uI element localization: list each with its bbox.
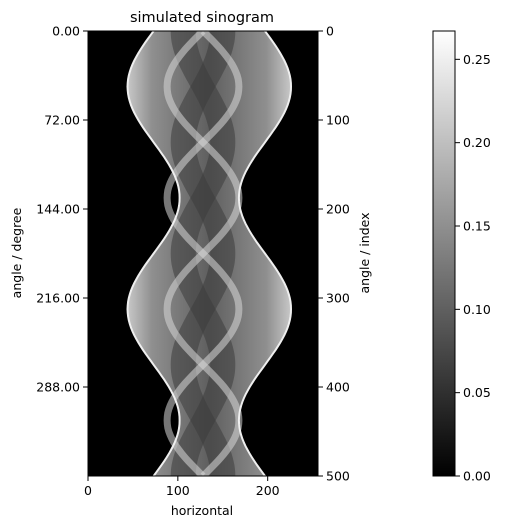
left-y-tick-label: 288.00 [36, 380, 80, 395]
sinogram-right-edge [237, 31, 293, 476]
left-y-axis-label: angle / degree [9, 207, 24, 298]
x-tick-label: 100 [166, 483, 190, 498]
x-tick-label: 0 [84, 483, 92, 498]
chart-title: simulated sinogram [130, 10, 274, 26]
sinogram-bright-trace [163, 31, 243, 476]
colorbar-tick-label: 0.05 [463, 385, 491, 400]
x-axis-label: horizontal [171, 503, 233, 518]
colorbar-tick-label: 0.25 [463, 52, 491, 67]
right-y-tick-label: 400 [326, 380, 350, 395]
x-tick-label: 200 [256, 483, 280, 498]
colorbar-tick-label: 0.15 [463, 219, 491, 234]
sinogram-dark-trace [170, 31, 236, 476]
right-y-tick-label: 100 [326, 113, 350, 128]
left-y-tick-label: 144.00 [36, 202, 80, 217]
sinogram-left-edge [126, 31, 181, 476]
sinogram-object-band [127, 31, 291, 476]
left-y-tick-label: 0.00 [52, 24, 80, 39]
left-y-tick-label: 216.00 [36, 291, 80, 306]
right-y-axis-ticks: 0 100 200 300 400 500 [318, 24, 350, 484]
colorbar-tick-label: 0.00 [463, 469, 491, 484]
colorbar-ticks: 0.00 0.05 0.10 0.15 0.20 0.25 [455, 52, 491, 484]
plot-frame [87, 30, 319, 477]
left-y-tick-label: 72.00 [44, 113, 80, 128]
colorbar-tick-label: 0.20 [463, 135, 491, 150]
colorbar-tick-label: 0.10 [463, 302, 491, 317]
right-y-tick-label: 0 [326, 24, 334, 39]
sinogram-image [88, 31, 318, 476]
colorbar [432, 30, 456, 477]
x-axis-ticks: 0 100 200 [84, 476, 280, 498]
right-y-axis-label: angle / index [357, 212, 372, 293]
left-y-axis-ticks: 0.00 72.00 144.00 216.00 288.00 [36, 24, 88, 395]
right-y-tick-label: 200 [326, 202, 350, 217]
right-y-tick-label: 300 [326, 291, 350, 306]
sinogram-dark-trace [170, 31, 236, 476]
right-y-tick-label: 500 [326, 469, 350, 484]
